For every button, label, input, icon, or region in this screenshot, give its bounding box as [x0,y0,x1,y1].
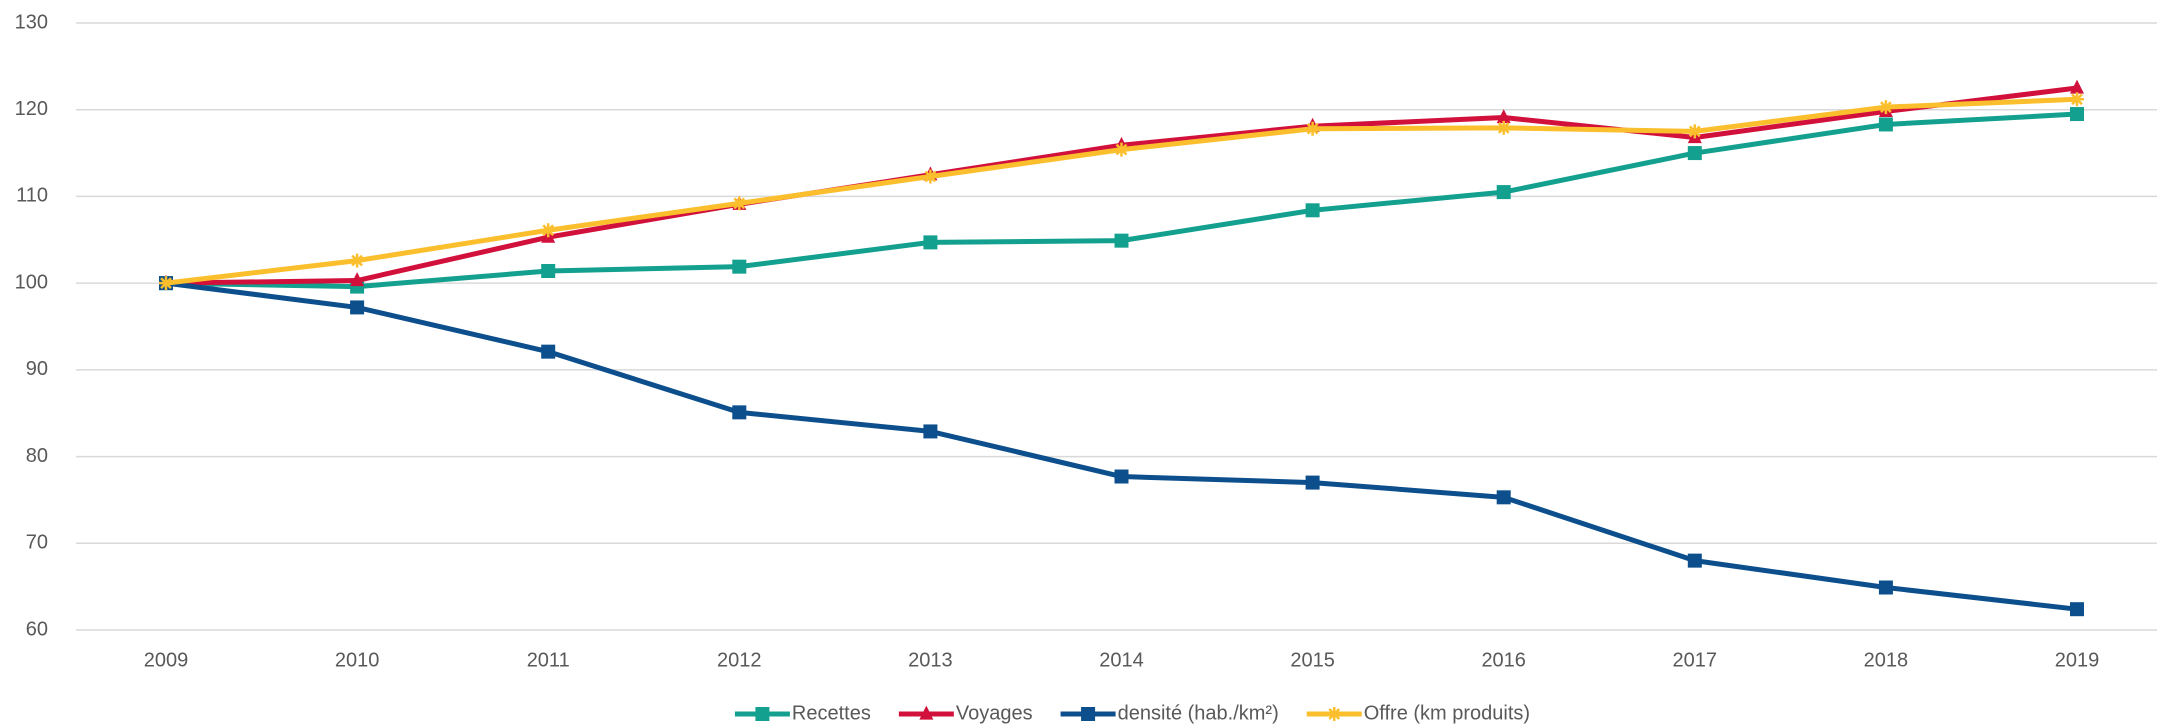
marker [1114,469,1129,484]
y-tick-label: 70 [26,532,48,554]
marker [732,196,747,211]
legend: Recettes Voyages densité (hab./km²) Offre (… [734,702,1530,724]
y-tick-label: 80 [26,445,48,467]
marker [1305,121,1320,136]
marker [2070,107,2084,122]
x-tick-label: 2011 [527,649,570,671]
x-tick-label: 2016 [1481,649,1526,671]
legend-marker [919,705,934,720]
legend-item: Offre (km produits) [1306,702,1530,724]
x-tick-label: 2015 [1290,649,1335,671]
x-tick-label: 2019 [2055,649,2100,671]
series-line [165,280,2078,612]
legend-marker [755,707,770,721]
y-tick-label: 100 [15,271,48,293]
series [159,92,2084,291]
marker [1305,203,1320,218]
legend-label: Voyages [956,702,1033,724]
x-tick-label: 2017 [1673,649,1718,671]
marker [923,169,938,184]
marker [1687,553,1702,568]
marker [1878,100,1893,115]
legend-item: Recettes [734,702,871,724]
series [159,107,2084,294]
series [159,79,2084,289]
legend-label: Offre (km produits) [1364,702,1530,724]
marker [1687,146,1702,161]
legend-label: Recettes [792,702,871,724]
marker [2070,92,2084,107]
marker [1687,124,1702,139]
marker [159,276,173,291]
y-tick-label: 130 [15,11,48,33]
marker [2070,602,2084,617]
marker [350,300,365,315]
legend-marker [1327,707,1342,721]
marker [541,264,556,279]
legend-marker [1081,707,1096,721]
marker [732,405,747,420]
x-tick-label: 2013 [908,649,953,671]
y-tick-label: 60 [26,618,48,640]
legend-item: Voyages [898,702,1033,724]
marker [350,272,365,287]
x-tick-label: 2009 [144,649,189,671]
marker [732,259,747,274]
marker [1496,109,1511,124]
x-tick-label: 2012 [717,649,762,671]
marker [1496,185,1511,200]
marker [541,223,556,238]
y-tick-label: 90 [26,358,48,380]
y-tick-label: 120 [15,98,48,120]
legend-label: densité (hab./km²) [1118,702,1279,724]
marker [1305,475,1320,490]
marker [350,253,365,268]
series [159,276,2084,617]
marker [1496,490,1511,505]
x-tick-label: 2018 [1864,649,1909,671]
marker [923,235,938,250]
marker [1496,120,1511,135]
marker [2070,79,2084,94]
legend-item: densité (hab./km²) [1060,702,1279,724]
marker [1878,117,1893,132]
marker [1878,580,1893,595]
marker [541,344,556,359]
x-tick-label: 2014 [1099,649,1144,671]
y-tick-label: 110 [16,185,48,207]
marker [1114,233,1129,248]
marker [923,424,938,439]
marker [1114,142,1129,157]
x-tick-label: 2010 [335,649,380,671]
